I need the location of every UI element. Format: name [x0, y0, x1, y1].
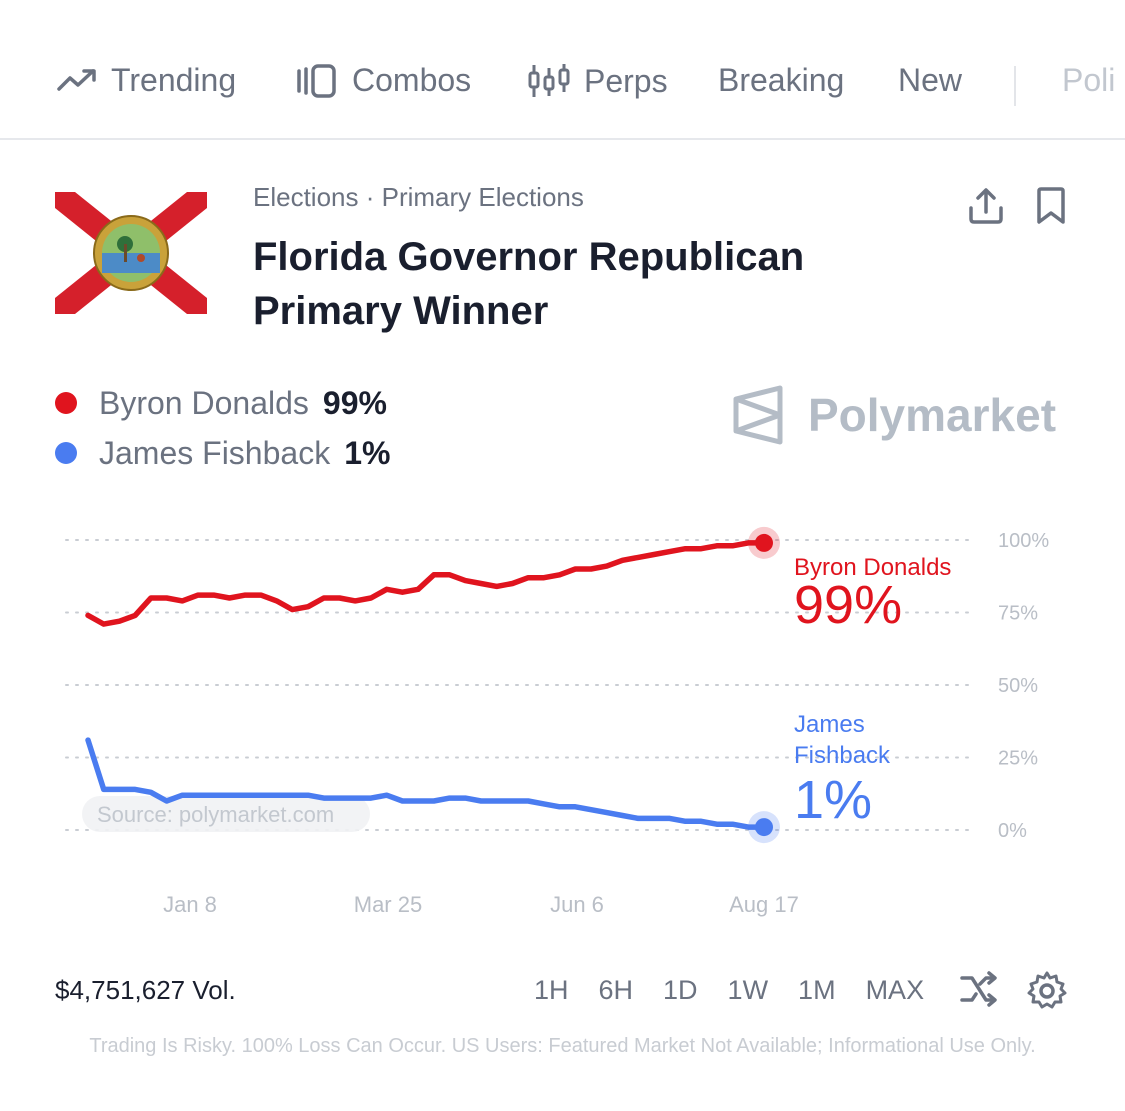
trending-icon [57, 68, 96, 91]
top-nav: Trending Combos Perps Breaking New Poli [0, 0, 1125, 140]
candlestick-icon [528, 64, 570, 97]
x-tick-label: Aug 17 [729, 892, 799, 917]
nav-new[interactable]: New [898, 62, 962, 99]
nav-perps[interactable]: Perps [528, 62, 668, 100]
series-label-word: Fishback [794, 742, 891, 769]
time-range-selector: 1H 6H 1D 1W 1M MAX [534, 975, 924, 1006]
nav-breaking-label: Breaking [718, 62, 845, 98]
series-label-name: James Fishback [794, 711, 891, 769]
series-label-value: 1% [794, 770, 872, 830]
range-1w-button[interactable]: 1W [727, 975, 769, 1005]
legend-item-byron-donalds[interactable]: Byron Donalds 99% [55, 378, 390, 428]
shuffle-icon[interactable] [958, 970, 998, 1015]
price-chart[interactable]: 100% 75% 50% 25% 0% Jan 8 Mar 25 Jun 6 Aug 17 S… [0, 500, 1125, 940]
range-max-button[interactable]: MAX [865, 975, 925, 1005]
page-title: Florida Governor Republican Primary Winn… [253, 235, 805, 333]
share-icon[interactable] [966, 186, 1006, 231]
source-badge [82, 796, 370, 832]
x-tick-label: Jan 8 [163, 892, 217, 917]
series-label-name: Byron Donalds [794, 554, 951, 581]
nav-breaking[interactable]: Breaking [718, 62, 844, 99]
series-line [85, 540, 767, 627]
disclaimer: Trading Is Risky. 100% Loss Can Occur. U… [89, 1035, 1036, 1057]
y-tick-label: 75% [998, 603, 1038, 625]
legend-name: Byron Donalds [99, 384, 309, 421]
range-1m-button[interactable]: 1M [798, 975, 836, 1005]
florida-flag-icon [55, 192, 207, 314]
nav-politics[interactable]: Poli [1062, 62, 1115, 99]
nav-combos[interactable]: Combos [296, 62, 471, 99]
x-tick-label: Mar 25 [354, 892, 422, 917]
breadcrumb[interactable]: Elections · Primary Elections [253, 182, 584, 212]
legend-dot-blue [55, 442, 77, 464]
y-tick-label: 0% [998, 820, 1027, 842]
nav-combos-label: Combos [352, 62, 472, 98]
header-actions [966, 186, 1068, 231]
outcome-legend: Byron Donalds 99% James Fishback 1% [55, 378, 390, 478]
polymarket-logo-icon [733, 385, 783, 445]
range-6h-button[interactable]: 6H [598, 975, 634, 1005]
settings-gear-icon[interactable] [1026, 970, 1068, 1017]
source-label: Source: polymarket.com [97, 802, 334, 827]
range-1h-button[interactable]: 1H [534, 975, 569, 1005]
nav-divider [1014, 66, 1016, 106]
combos-icon [297, 63, 336, 98]
series-label-value: 99% [794, 575, 902, 635]
nav-trending-label: Trending [111, 62, 237, 98]
series-endpoint-dot [755, 533, 773, 552]
series-label-word: James [794, 711, 865, 738]
y-tick-label: 100% [998, 530, 1049, 552]
x-tick-label: Jun 6 [550, 892, 604, 917]
y-tick-label: 25% [998, 748, 1038, 770]
series-endpoint-dot [755, 818, 773, 837]
nav-politics-label: Poli [1062, 62, 1116, 98]
brand-name: Polymarket [808, 389, 1057, 441]
polymarket-logo: Polymarket [732, 385, 1056, 445]
nav-perps-label: Perps [584, 62, 668, 99]
y-tick-label: 50% [998, 675, 1038, 697]
legend-item-james-fishback[interactable]: James Fishback 1% [55, 428, 390, 478]
series-line [85, 737, 767, 830]
nav-trending[interactable]: Trending [57, 62, 236, 99]
range-1d-button[interactable]: 1D [663, 975, 698, 1005]
legend-value: 99% [322, 384, 387, 421]
legend-name: James Fishback [99, 434, 331, 471]
legend-dot-red [55, 392, 77, 414]
legend-value: 1% [344, 434, 391, 471]
bookmark-icon[interactable] [1034, 186, 1068, 231]
nav-new-label: New [898, 62, 963, 98]
volume-label: $4,751,627 Vol. [55, 975, 236, 1005]
